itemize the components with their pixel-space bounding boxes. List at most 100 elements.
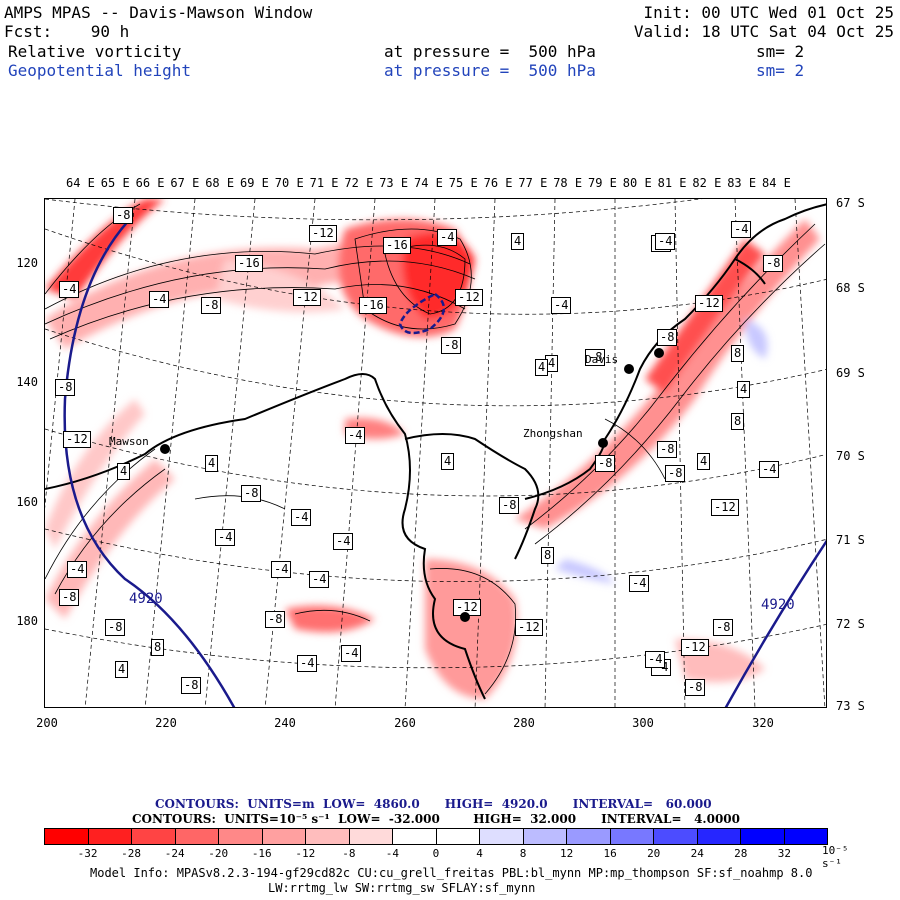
colorbar-swatch	[741, 829, 785, 844]
contour-label: -8	[685, 679, 706, 696]
model-info: Model Info: MPASv8.2.3-194-gf29cd82c CU:…	[90, 866, 813, 880]
colorbar-tick-label: 16	[603, 847, 617, 860]
vorticity-contour-info: CONTOURS: UNITS=10⁻⁵ s⁻¹ LOW= -32.000 HI…	[132, 812, 740, 826]
contour-label: 4	[115, 661, 129, 678]
contour-label: -4	[309, 571, 330, 588]
colorbar-tick-label: 32	[777, 847, 791, 860]
contour-label: -8	[657, 329, 678, 346]
x-tick-label: 260	[394, 716, 416, 730]
longitude-label: 83 E	[727, 176, 757, 190]
valid-time: Valid: 18 UTC Sat 04 Oct 25	[633, 22, 894, 41]
colorbar-swatch	[523, 829, 567, 844]
longitude-label: 80 E	[622, 176, 652, 190]
contour-label: 4	[205, 455, 219, 472]
contour-label: -12	[63, 431, 91, 448]
longitude-label: 74 E	[414, 176, 443, 190]
longitude-label: 72 E	[344, 176, 374, 190]
contour-label: -4	[629, 575, 650, 592]
colorbar-swatch	[219, 829, 263, 844]
longitude-label: 79 E	[588, 176, 617, 190]
x-tick-label: 320	[752, 716, 774, 730]
geopotential-height-contours	[63, 218, 826, 707]
contour-label: -8	[55, 379, 76, 396]
y-tick-label: 160	[16, 495, 38, 509]
colorbar-swatch	[480, 829, 524, 844]
y-tick-label: 140	[16, 375, 38, 389]
longitude-label: 71 E	[309, 176, 339, 190]
contour-label: -4	[297, 655, 318, 672]
station-marker	[598, 438, 608, 448]
field2-level: at pressure = 500 hPa	[384, 61, 596, 80]
vorticity-map: -8-4-12-16-44-4-8-16-8-12-16-12-8-4-4-8-…	[44, 198, 827, 708]
colorbar-swatch	[132, 829, 176, 844]
longitude-label: 78 E	[553, 176, 583, 190]
contour-label: -4	[551, 297, 572, 314]
colorbar-swatch	[610, 829, 654, 844]
latitude-label: 72 S	[836, 617, 865, 631]
contour-label: -8	[265, 611, 286, 628]
contour-label: -12	[309, 225, 337, 242]
latitude-label: 68 S	[836, 281, 865, 295]
plot-title: AMPS MPAS -- Davis-Mawson Window	[4, 3, 313, 22]
colorbar-swatch	[393, 829, 437, 844]
contour-label: -8	[585, 349, 606, 366]
colorbar-swatch	[175, 829, 219, 844]
colorbar-tick-label: -16	[251, 847, 272, 860]
station-name: Davis	[585, 353, 619, 366]
contour-label: -8	[241, 485, 262, 502]
contour-label: -12	[711, 499, 739, 516]
field1-level: at pressure = 500 hPa	[384, 42, 596, 61]
latitude-label: 70 S	[836, 449, 865, 463]
latitude-label: 69 S	[836, 366, 865, 380]
contour-label: 4	[535, 359, 549, 376]
height-contour-label: 4920	[129, 591, 163, 607]
contour-label: -8	[441, 337, 462, 354]
contour-label: -12	[681, 639, 709, 656]
x-tick-label: 200	[36, 716, 58, 730]
x-tick-label: 280	[513, 716, 535, 730]
contour-label: -4	[345, 427, 366, 444]
contour-label: 4	[117, 463, 131, 480]
colorbar-tick-label: 28	[734, 847, 748, 860]
contour-label: -16	[383, 237, 411, 254]
contour-label: -12	[455, 289, 483, 306]
model-info-physics: LW:rrtmg_lw SW:rrtmg_sw SFLAY:sf_mynn	[268, 881, 536, 895]
x-tick-label: 220	[155, 716, 177, 730]
contour-label: -4	[655, 233, 676, 250]
x-tick-label: 300	[632, 716, 654, 730]
contour-label: -12	[515, 619, 543, 636]
longitude-label: 64 E	[66, 176, 95, 190]
contour-label: 8	[731, 345, 745, 362]
longitude-label: 67 E	[170, 176, 200, 190]
colorbar-unit: 10⁻⁵ s⁻¹	[822, 844, 849, 870]
contour-label: -4	[291, 509, 312, 526]
field2-name: Geopotential height	[8, 61, 192, 80]
latitude-label: 67 S	[836, 196, 865, 210]
contour-label: -4	[59, 281, 80, 298]
colorbar-swatch	[45, 829, 89, 844]
colorbar-tick-label: -4	[385, 847, 400, 860]
longitude-label: 69 E	[240, 176, 269, 190]
longitude-label: 81 E	[657, 176, 687, 190]
colorbar-tick-label: 24	[690, 847, 704, 860]
colorbar-swatch	[697, 829, 741, 844]
contour-label: -8	[105, 619, 126, 636]
contour-label: -8	[59, 589, 80, 606]
longitude-label: 77 E	[518, 176, 548, 190]
longitude-label: 73 E	[379, 176, 409, 190]
init-time: Init: 00 UTC Wed 01 Oct 25	[643, 3, 894, 22]
longitude-label: 84 E	[762, 176, 791, 190]
contour-label: -4	[215, 529, 236, 546]
contour-label: -8	[763, 255, 784, 272]
latitude-label: 73 S	[836, 699, 865, 713]
colorbar-tick-label: -8	[342, 847, 356, 860]
contour-label: -8	[113, 207, 134, 224]
contour-label: -16	[235, 255, 263, 272]
contour-label: -4	[731, 221, 752, 238]
field1-smoothing: sm= 2	[756, 42, 805, 61]
contour-label: -8	[713, 619, 734, 636]
contour-label: 4	[511, 233, 525, 250]
colorbar-tick-label: 8	[519, 847, 527, 860]
contour-label: 8	[541, 547, 555, 564]
colorbar-tick-label: -24	[164, 847, 185, 860]
